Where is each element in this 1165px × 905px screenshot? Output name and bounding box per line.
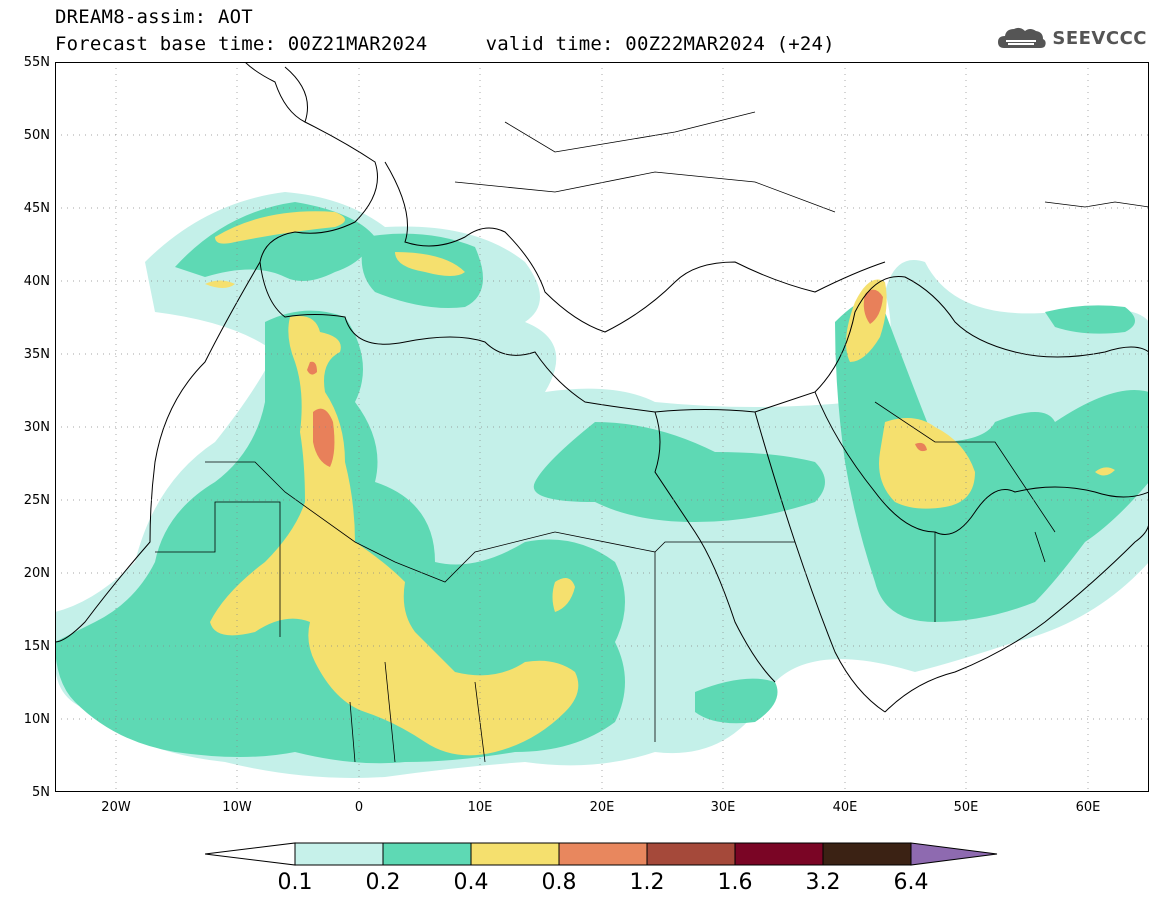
lon-tick-label: 20W bbox=[101, 800, 131, 815]
colorbar-swatch bbox=[646, 842, 736, 866]
colorbar-swatch bbox=[734, 842, 824, 866]
lon-tick-label: 10E bbox=[467, 800, 493, 815]
aot-field-very-high bbox=[307, 289, 927, 467]
lat-tick-label: 30N bbox=[23, 420, 50, 435]
lat-tick-label: 25N bbox=[23, 493, 50, 508]
lat-tick-label: 20N bbox=[23, 566, 50, 581]
lat-lon-grid bbox=[55, 62, 1149, 792]
colorbar-label: 1.2 bbox=[629, 870, 665, 895]
lat-tick-label: 35N bbox=[23, 347, 50, 362]
colorbar-swatch bbox=[470, 842, 560, 866]
colorbar-over-arrow bbox=[910, 842, 998, 866]
colorbar-label: 0.2 bbox=[365, 870, 401, 895]
lat-tick-label: 5N bbox=[32, 785, 50, 800]
lon-tick-label: 50E bbox=[953, 800, 979, 815]
aot-map bbox=[55, 62, 1149, 792]
colorbar-label: 3.2 bbox=[805, 870, 841, 895]
lon-tick-label: 0 bbox=[354, 800, 364, 815]
map-frame bbox=[55, 62, 1149, 792]
map-title: DREAM8-assim: AOT bbox=[55, 6, 253, 28]
lon-tick-label: 20E bbox=[589, 800, 615, 815]
lon-tick-label: 60E bbox=[1075, 800, 1101, 815]
lon-tick-label: 10W bbox=[222, 800, 252, 815]
colorbar-swatch bbox=[822, 842, 912, 866]
colorbar-label: 0.8 bbox=[541, 870, 577, 895]
colorbar-label: 0.4 bbox=[453, 870, 489, 895]
colorbar bbox=[205, 842, 998, 866]
lat-tick-label: 40N bbox=[23, 274, 50, 289]
lat-tick-label: 55N bbox=[23, 55, 50, 70]
colorbar-swatch bbox=[558, 842, 648, 866]
map-area bbox=[55, 62, 1149, 792]
lon-tick-label: 30E bbox=[710, 800, 736, 815]
lat-tick-label: 15N bbox=[23, 639, 50, 654]
map-subtitle: Forecast base time: 00Z21MAR2024 valid t… bbox=[55, 33, 835, 55]
lat-tick-label: 50N bbox=[23, 128, 50, 143]
cloud-icon bbox=[998, 27, 1047, 48]
logo-text: SEEVCCC bbox=[1052, 27, 1147, 49]
lat-tick-label: 45N bbox=[23, 201, 50, 216]
colorbar-under-arrow bbox=[205, 842, 296, 866]
lat-tick-label: 10N bbox=[23, 712, 50, 727]
colorbar-swatch bbox=[294, 842, 384, 866]
seevccc-logo: SEEVCCC bbox=[996, 24, 1147, 52]
colorbar-label: 0.1 bbox=[277, 870, 313, 895]
lon-tick-label: 40E bbox=[832, 800, 858, 815]
aot-field-mid bbox=[55, 202, 1149, 764]
colorbar-label: 1.6 bbox=[717, 870, 753, 895]
colorbar-label: 6.4 bbox=[893, 870, 929, 895]
coastlines bbox=[55, 62, 1149, 713]
colorbar-swatch bbox=[382, 842, 472, 866]
